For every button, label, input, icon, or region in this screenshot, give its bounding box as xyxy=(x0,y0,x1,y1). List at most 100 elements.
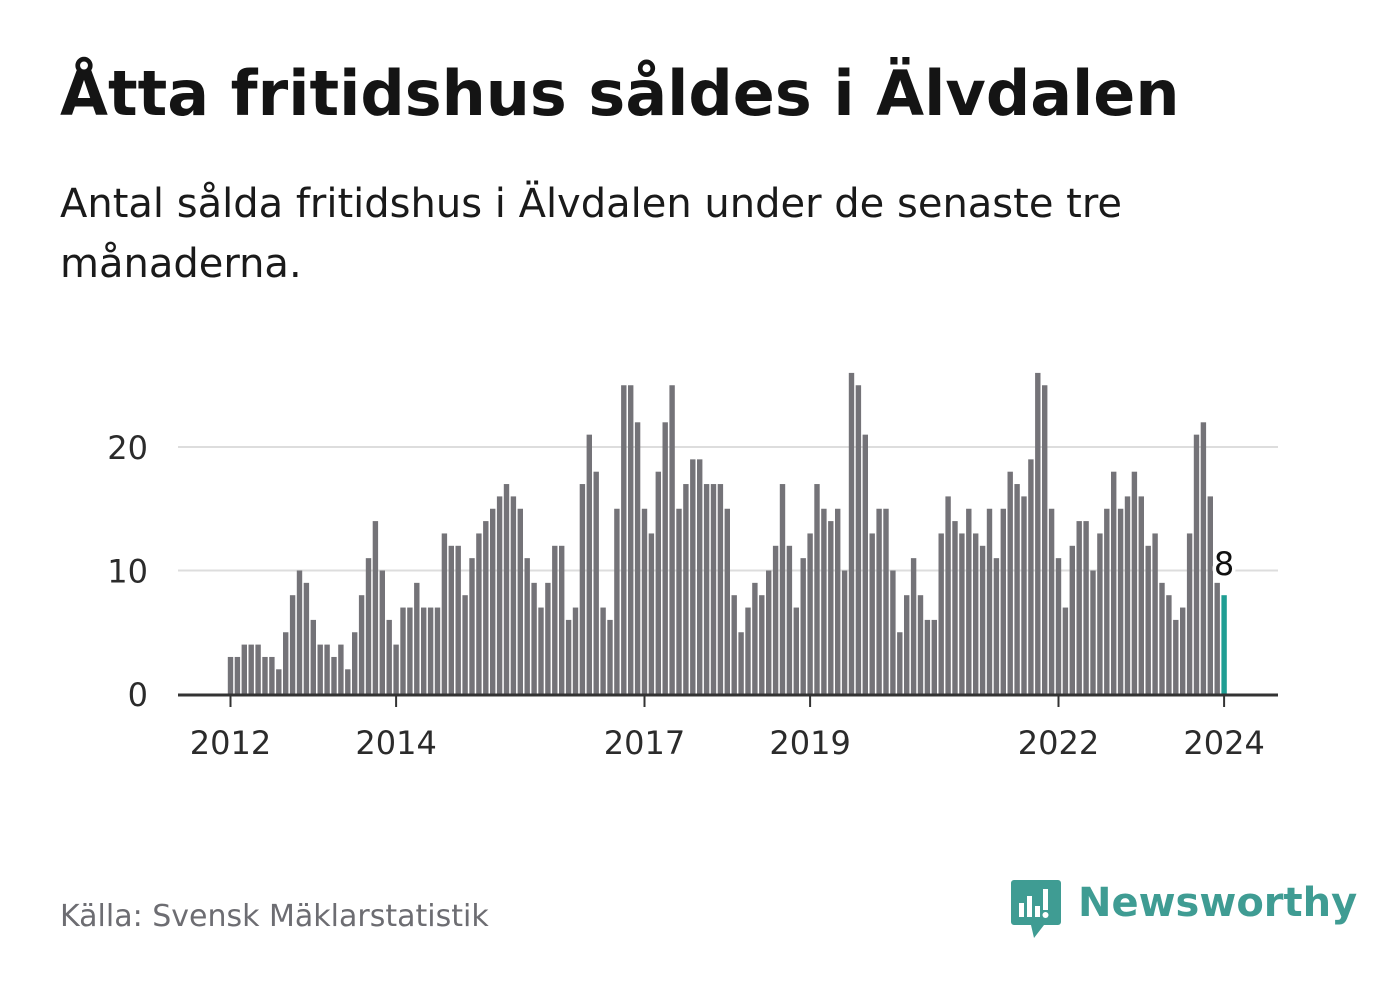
bar xyxy=(227,656,234,694)
bar xyxy=(427,607,434,694)
bar xyxy=(621,385,627,694)
bar xyxy=(476,533,482,694)
bar xyxy=(683,484,689,694)
bar xyxy=(414,582,420,694)
bar xyxy=(779,484,786,694)
y-tick-label: 0 xyxy=(128,676,148,714)
axes: 0 10 20 2012 2014 2017 2019 2022 2024 xyxy=(107,429,1278,762)
bar xyxy=(1097,533,1103,694)
bar xyxy=(1200,422,1207,694)
bar xyxy=(717,484,724,694)
bar xyxy=(710,484,717,694)
bar xyxy=(1193,434,1200,694)
bar xyxy=(662,422,668,694)
bar xyxy=(496,496,503,694)
x-tick-label: 2014 xyxy=(355,724,436,762)
bar xyxy=(572,607,579,694)
bar xyxy=(1166,595,1172,694)
bar xyxy=(1207,496,1213,694)
bar xyxy=(1173,619,1179,694)
bar xyxy=(455,545,461,694)
bar xyxy=(835,508,841,694)
bar xyxy=(1124,496,1131,694)
bar xyxy=(1180,607,1186,694)
bar xyxy=(296,570,303,694)
bar xyxy=(752,582,758,694)
bar xyxy=(1014,484,1020,694)
bar xyxy=(724,508,730,694)
bar xyxy=(393,644,399,694)
bar xyxy=(1007,471,1013,694)
bar xyxy=(324,644,330,694)
bar xyxy=(745,607,751,694)
bar xyxy=(1083,521,1089,694)
bar xyxy=(828,521,834,694)
x-tick-label: 2012 xyxy=(190,724,271,762)
bar xyxy=(959,533,965,694)
bar xyxy=(310,619,316,694)
bar xyxy=(738,632,744,694)
bar xyxy=(386,619,392,694)
bar xyxy=(793,607,799,694)
bar xyxy=(648,533,655,694)
bar xyxy=(703,484,710,694)
bar xyxy=(772,545,779,694)
bar xyxy=(766,570,772,694)
bar xyxy=(1042,385,1048,694)
bar xyxy=(931,619,937,694)
bar xyxy=(862,434,868,694)
bar xyxy=(986,508,993,694)
y-tick-label: 10 xyxy=(107,553,148,591)
bar xyxy=(628,385,634,694)
bar xyxy=(552,545,558,694)
bar xyxy=(1117,508,1124,694)
bar xyxy=(841,570,848,694)
bar xyxy=(483,521,489,694)
bar xyxy=(379,570,385,694)
bar xyxy=(979,545,986,694)
bar xyxy=(462,595,468,694)
bar xyxy=(276,669,282,694)
bar xyxy=(490,508,496,694)
bar xyxy=(372,521,379,694)
bar xyxy=(924,619,931,694)
bar xyxy=(973,533,979,694)
bar xyxy=(807,533,813,694)
bar xyxy=(517,508,523,694)
bar xyxy=(510,496,517,694)
bar xyxy=(586,434,592,694)
bar xyxy=(1131,471,1138,694)
brand-logo[interactable]: Newsworthy xyxy=(1010,878,1357,940)
bar xyxy=(524,558,530,694)
x-tick-label: 2022 xyxy=(1018,724,1099,762)
bar xyxy=(1111,471,1117,694)
bar xyxy=(669,385,675,694)
page-subtitle: Antal sålda fritidshus i Älvdalen under … xyxy=(60,181,1123,287)
bar xyxy=(855,385,862,694)
bars xyxy=(227,372,1227,694)
bar xyxy=(441,533,448,694)
source-credit: Källa: Svensk Mäklarstatistik xyxy=(60,899,489,934)
x-tick-label: 2024 xyxy=(1183,724,1264,762)
bar xyxy=(545,582,551,694)
bar xyxy=(821,508,827,694)
bar xyxy=(1186,533,1193,694)
bar xyxy=(1062,607,1069,694)
bar xyxy=(565,619,572,694)
bar xyxy=(917,595,924,694)
bar xyxy=(1145,545,1151,694)
bar xyxy=(890,570,896,694)
bar-highlight xyxy=(1221,595,1227,694)
bar xyxy=(731,595,737,694)
bar xyxy=(1104,508,1110,694)
bar xyxy=(559,545,565,694)
bar xyxy=(1152,533,1158,694)
bar xyxy=(352,632,358,694)
bar xyxy=(897,632,903,694)
bar xyxy=(269,656,275,694)
bar xyxy=(1076,521,1082,694)
bar xyxy=(876,508,882,694)
bar xyxy=(365,558,372,694)
bar xyxy=(1055,558,1062,694)
